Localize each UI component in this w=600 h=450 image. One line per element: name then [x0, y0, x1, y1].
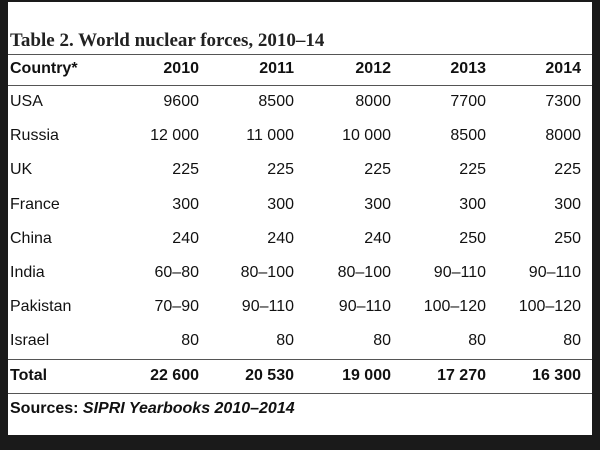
total-cell: 22 600 [150, 367, 199, 384]
table-cell: 80–100 [337, 264, 391, 281]
table-cell: 80–100 [240, 264, 294, 281]
header-cell: 2010 [163, 60, 199, 77]
table-cell: 225 [267, 161, 294, 179]
table-cell: 10 000 [342, 127, 391, 145]
total-cell: Total [10, 367, 48, 384]
table-cell: 90–110 [528, 264, 581, 281]
table-cell: 225 [554, 161, 581, 179]
table-cell: 225 [459, 161, 486, 179]
table-cell: 8000 [355, 93, 391, 110]
table-cell: 7700 [450, 93, 486, 110]
table-cell: France [10, 195, 60, 213]
table-cell: Russia [10, 127, 59, 145]
table-cell: 300 [364, 195, 391, 213]
table-cell: 240 [172, 229, 199, 247]
total-cell: 19 000 [342, 367, 391, 384]
table-cell: 80 [181, 332, 199, 350]
table-cell: 12 000 [150, 127, 199, 145]
total-cell: 16 300 [532, 367, 581, 384]
rule [8, 85, 592, 86]
table-cell: 300 [172, 195, 199, 213]
rule [8, 359, 592, 360]
table-sheet: Table 2. World nuclear forces, 2010–14 S… [8, 2, 592, 435]
table-cell: 7300 [545, 93, 581, 110]
table-cell: 300 [267, 195, 294, 213]
table-cell: India [10, 264, 45, 281]
table-cell: 240 [267, 229, 294, 247]
rule [8, 393, 592, 394]
table-cell: 9600 [163, 93, 199, 110]
table-cell: 8000 [545, 127, 581, 145]
source-text: SIPRI Yearbooks 2010–2014 [82, 400, 295, 417]
table-cell: 250 [459, 229, 486, 247]
table-cell: China [10, 229, 52, 247]
table-cell: 80 [373, 332, 391, 350]
table-cell: 80 [276, 332, 294, 350]
header-cell: 2012 [355, 60, 391, 77]
header-cell: 2011 [259, 60, 294, 77]
table-cell: 60–80 [154, 264, 200, 281]
table-cell: 250 [554, 229, 581, 247]
total-cell: 17 270 [437, 367, 486, 384]
table-cell: 80 [468, 332, 486, 350]
table-cell: 90–110 [241, 298, 294, 316]
table-cell: USA [10, 93, 43, 110]
table-cell: 70–90 [154, 298, 200, 316]
table-cell: 90–110 [338, 298, 391, 316]
table-cell: 240 [364, 229, 391, 247]
table-cell: 225 [364, 161, 391, 179]
table-cell: Pakistan [10, 298, 72, 316]
header-cell: 2014 [545, 60, 581, 77]
header-cell: 2013 [450, 60, 486, 77]
table-cell: Israel [10, 332, 50, 350]
table-cell: 90–110 [433, 264, 486, 281]
table-cell: 100–120 [518, 298, 581, 316]
total-cell: 20 530 [245, 367, 294, 384]
table-cell: UK [10, 161, 33, 179]
table-cell: 100–120 [423, 298, 486, 316]
rule [8, 54, 592, 55]
table-cell: 80 [563, 332, 581, 350]
table-cell: 300 [554, 195, 581, 213]
source: Sources: SIPRI Yearbooks 2010–2014 [10, 400, 295, 418]
table-cell: 8500 [258, 93, 294, 110]
table-cell: 11 000 [246, 127, 294, 145]
header-cell: Country* [10, 60, 78, 77]
table-title: Table 2. World nuclear forces, 2010–14 [10, 30, 325, 51]
source-label: Sources: [10, 400, 79, 417]
table-cell: 300 [459, 195, 486, 213]
table-cell: 225 [172, 161, 199, 179]
table-cell: 8500 [450, 127, 486, 145]
